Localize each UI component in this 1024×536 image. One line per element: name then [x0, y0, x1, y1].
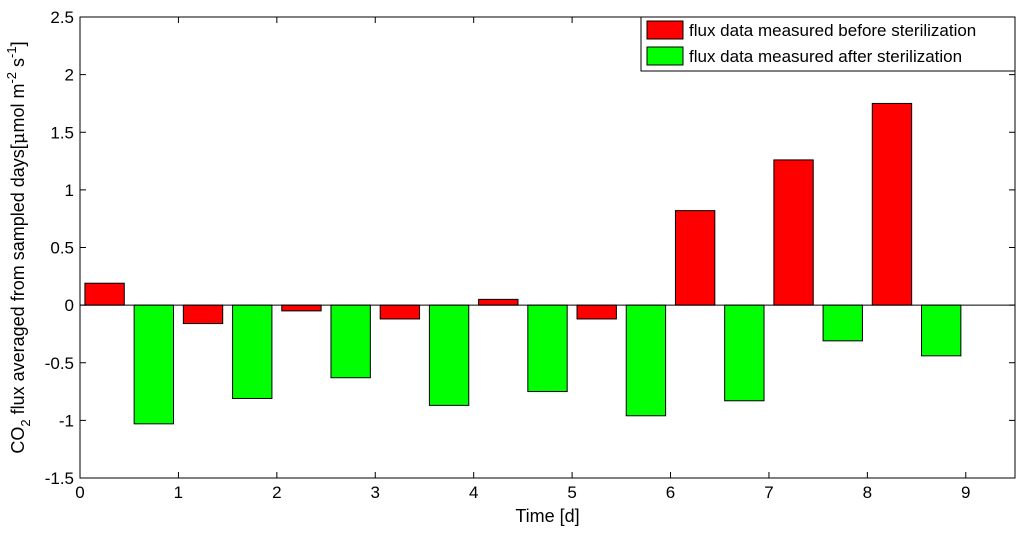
bar-before-5 — [576, 304, 617, 320]
bar-after-8 — [921, 304, 962, 357]
legend-label-before: flux data measured before sterilization — [689, 21, 976, 40]
x-tick-label-2: 2 — [272, 483, 281, 502]
y-label-subscript: 2 — [18, 419, 33, 426]
bar-before-2 — [281, 304, 322, 312]
x-tick-label-9: 9 — [961, 483, 970, 502]
y-tick-label-4: 0.5 — [50, 239, 74, 258]
x-tick-label-3: 3 — [371, 483, 380, 502]
y-label-main: flux averaged from sampled days[ — [8, 144, 28, 419]
x-tick-label-7: 7 — [764, 483, 773, 502]
y-label-s: s — [8, 58, 28, 72]
bar-before-3 — [379, 304, 421, 320]
y-tick-label-7: 2 — [65, 66, 74, 85]
legend-box — [640, 16, 1016, 72]
x-tick-label-5: 5 — [567, 483, 576, 502]
legend: flux data measured before sterilization … — [640, 16, 1016, 72]
bar-after-1 — [232, 304, 273, 399]
bar-before-0 — [84, 282, 125, 306]
y-label-mol-m: mol m — [8, 84, 28, 133]
y-tick-label-0: -1.5 — [45, 469, 74, 488]
bar-after-4 — [527, 304, 568, 393]
y-label-mu: μ — [8, 132, 29, 144]
bar-before-7 — [773, 159, 814, 306]
bar-before-6 — [674, 210, 716, 306]
x-tick-label-4: 4 — [469, 483, 478, 502]
bar-before-1 — [182, 304, 224, 325]
y-tick-label-8: 2.5 — [50, 8, 74, 27]
x-axis-label: Time [d] — [515, 506, 579, 526]
x-tick-label-1: 1 — [174, 483, 183, 502]
y-tick-label-5: 1 — [65, 181, 74, 200]
x-tick-label-8: 8 — [863, 483, 872, 502]
tick-labels-layer: 0 1 2 3 4 5 6 7 8 9 -1.5 -1 -0.5 0 0.5 1 1.5 2 2.5 — [45, 8, 971, 502]
y-tick-label-1: -1 — [59, 411, 74, 430]
x-tick-label-6: 6 — [666, 483, 675, 502]
bar-before-4 — [478, 298, 519, 306]
x-tick-label-0: 0 — [75, 483, 84, 502]
y-label-superscript-m: -2 — [4, 72, 19, 84]
y-tick-label-3: 0 — [65, 296, 74, 315]
bar-after-7 — [822, 304, 863, 342]
bar-after-0 — [133, 304, 174, 425]
y-label-close: ] — [8, 41, 28, 46]
legend-label-after: flux data measured after sterilization — [689, 47, 962, 66]
bar-after-5 — [625, 304, 667, 417]
plot-area — [80, 17, 1015, 478]
y-axis-label: CO2 flux averaged from sampled days[μmol… — [4, 41, 33, 453]
legend-swatch-before — [646, 20, 684, 40]
bars-layer — [84, 102, 962, 425]
bar-after-3 — [428, 304, 470, 406]
bar-after-2 — [330, 304, 371, 379]
y-tick-label-6: 1.5 — [50, 123, 74, 142]
bar-after-6 — [724, 304, 765, 402]
bar-before-8 — [871, 102, 913, 306]
y-label-superscript-s: -1 — [4, 46, 19, 58]
y-tick-label-2: -0.5 — [45, 354, 74, 373]
legend-swatch-after — [646, 46, 684, 66]
y-label-co: CO — [8, 427, 28, 454]
